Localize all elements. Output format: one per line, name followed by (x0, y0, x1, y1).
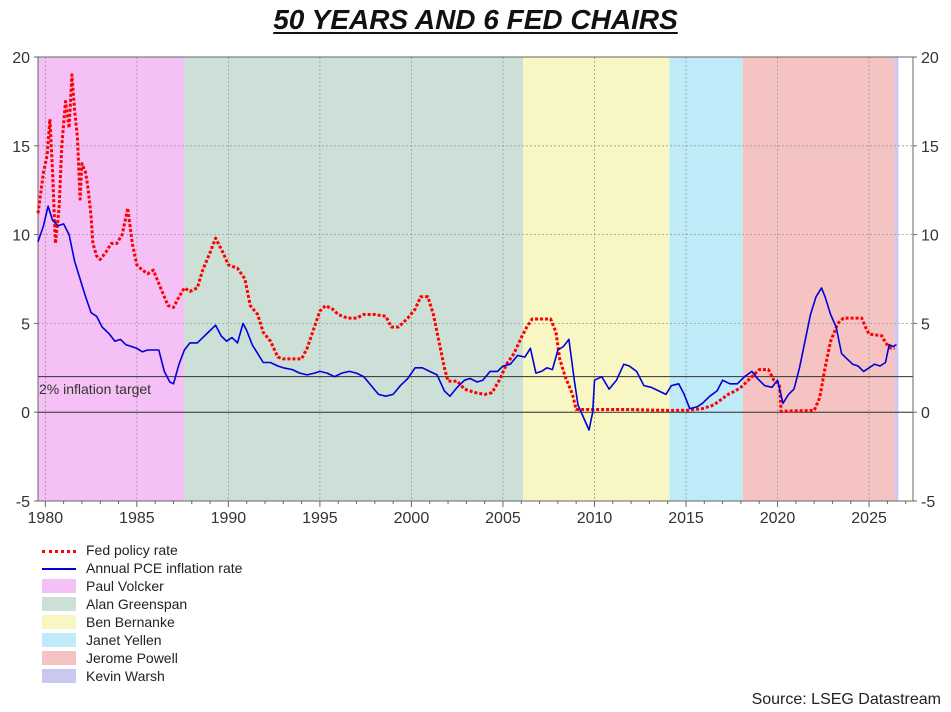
y-tick-label-left: 10 (12, 228, 30, 245)
legend-item: Ben Bernanke (42, 613, 242, 631)
series-annual-pce-inflation-rate (37, 205, 897, 431)
legend-label: Alan Greenspan (86, 596, 188, 612)
chair-band-janet-yellen (669, 57, 743, 501)
chair-band-jerome-powell (742, 57, 895, 501)
y-tick-label-right: 15 (921, 139, 939, 156)
y-tick-label-right: 20 (921, 50, 939, 67)
y-tick-label-left: -5 (16, 494, 30, 511)
x-tick-label: 1995 (302, 510, 338, 527)
chair-band-kevin-warsh (894, 57, 899, 501)
legend-item: Jerome Powell (42, 649, 242, 667)
legend-label: Kevin Warsh (86, 668, 165, 684)
x-tick-label: 2010 (577, 510, 613, 527)
legend-label: Jerome Powell (86, 650, 178, 666)
x-tick-label: 1990 (211, 510, 247, 527)
x-tick-label: 2020 (760, 510, 796, 527)
legend-label: Janet Yellen (86, 632, 162, 648)
x-tick-label: 2000 (394, 510, 430, 527)
y-tick-label-right: -5 (921, 494, 935, 511)
x-tick-label: 1985 (119, 510, 155, 527)
legend-swatch (42, 568, 76, 570)
legend-item: Janet Yellen (42, 631, 242, 649)
legend-item: Alan Greenspan (42, 595, 242, 613)
y-tick-label-left: 15 (12, 139, 30, 156)
legend-swatch (42, 669, 76, 683)
legend-label: Fed policy rate (86, 542, 178, 558)
legend-swatch (42, 549, 76, 553)
x-tick-label: 2025 (851, 510, 887, 527)
legend-label: Ben Bernanke (86, 614, 175, 630)
y-tick-label-left: 0 (21, 405, 30, 422)
legend-swatch (42, 597, 76, 611)
y-tick-label-left: 5 (21, 316, 30, 333)
legend-swatch (42, 651, 76, 665)
legend-item: Fed policy rate (42, 541, 242, 559)
inflation-target-label: 2% inflation target (39, 381, 152, 397)
source-note: Source: LSEG Datastream (751, 691, 941, 708)
legend-item: Kevin Warsh (42, 667, 242, 685)
chair-band-paul-volcker (38, 57, 185, 501)
chair-band-ben-bernanke (523, 57, 670, 501)
legend-item: Paul Volcker (42, 577, 242, 595)
chart-title: 50 YEARS AND 6 FED CHAIRS (273, 4, 678, 35)
legend-swatch (42, 633, 76, 647)
legend-item: Annual PCE inflation rate (42, 559, 242, 577)
legend-label: Paul Volcker (86, 578, 164, 594)
chair-band-alan-greenspan (184, 57, 524, 501)
x-tick-label: 2015 (668, 510, 704, 527)
legend-swatch (42, 615, 76, 629)
legend-label: Annual PCE inflation rate (86, 560, 243, 576)
y-tick-label-left: 20 (12, 50, 30, 67)
chart-legend: Fed policy rate Annual PCE inflation rate… (42, 541, 242, 685)
x-tick-label: 2005 (485, 510, 521, 527)
series-fed-policy-rate (36, 73, 895, 413)
y-tick-label-right: 10 (921, 228, 939, 245)
y-tick-label-right: 5 (921, 316, 930, 333)
legend-swatch (42, 579, 76, 593)
plot-frame (37, 56, 914, 502)
y-tick-label-right: 0 (921, 405, 930, 422)
x-tick-label: 1980 (28, 510, 64, 527)
